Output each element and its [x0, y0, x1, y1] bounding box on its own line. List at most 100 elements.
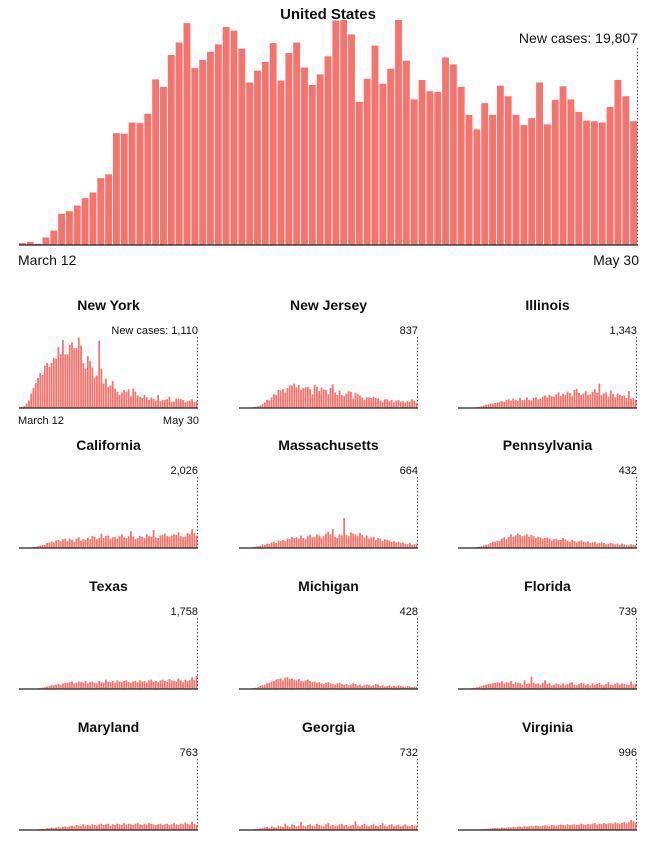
virginia-bar	[618, 823, 621, 830]
texas-bar	[148, 680, 150, 689]
massachusetts-bar	[322, 536, 325, 548]
florida-bar	[573, 684, 576, 689]
pennsylvania-bar	[598, 543, 601, 548]
illinois-bar	[535, 397, 537, 408]
florida-bar	[591, 683, 594, 689]
chart-illinois: Illinois 1,343	[458, 297, 637, 409]
illinois-bar	[580, 394, 583, 408]
michigan-bar	[354, 684, 357, 689]
virginia-bar	[605, 823, 608, 830]
florida-bar	[510, 680, 512, 689]
united-states-bar	[26, 241, 34, 246]
texas-bar	[120, 682, 123, 689]
new-york-bar	[102, 383, 105, 408]
california-bar	[120, 534, 123, 548]
maryland-bar	[102, 825, 105, 830]
united-states-bar	[19, 243, 26, 246]
michigan-bar	[415, 687, 418, 689]
california-bar	[173, 534, 175, 548]
maryland-bar	[66, 826, 69, 830]
michigan-bar	[331, 684, 334, 689]
united-states-bar	[34, 243, 42, 245]
new-jersey-bar	[361, 397, 364, 408]
massachusetts-bar	[329, 534, 332, 548]
illinois-bar	[487, 404, 490, 408]
georgia-bar	[374, 825, 377, 830]
georgia-bar	[338, 824, 341, 830]
georgia-bar	[300, 821, 302, 830]
pennsylvania-bar	[596, 543, 598, 548]
massachusetts-bar	[272, 541, 275, 548]
new-jersey-bar	[372, 396, 375, 408]
new-york-bar	[130, 396, 132, 408]
massachusetts-bar	[350, 532, 352, 548]
pennsylvania-bar	[603, 543, 605, 548]
massachusetts-bar	[336, 538, 339, 548]
united-states-bar	[113, 133, 120, 246]
new-york-bar	[191, 399, 193, 408]
virginia-bar	[512, 826, 515, 830]
georgia-bar	[379, 825, 382, 830]
florida-bar	[496, 682, 499, 689]
georgia-bar	[279, 826, 282, 830]
michigan-bar	[352, 683, 355, 689]
new-jersey-bar	[272, 394, 275, 408]
united-states-bar	[590, 121, 598, 245]
new-york-bar	[175, 398, 178, 408]
florida-bar	[553, 684, 555, 689]
virginia-bar	[505, 827, 508, 830]
massachusetts-bar	[316, 534, 318, 548]
new-jersey-bar	[254, 406, 257, 408]
illinois-bar	[621, 396, 623, 408]
united-states-bar	[199, 60, 207, 245]
texas-bar	[127, 682, 130, 689]
california-bar	[50, 541, 53, 548]
georgia-bar	[275, 827, 278, 830]
united-states-bar	[120, 133, 128, 245]
illinois-bar	[566, 391, 569, 408]
florida-bar	[485, 684, 487, 689]
michigan-bar	[350, 684, 352, 689]
pennsylvania-bar	[505, 539, 508, 548]
united-states-bar	[418, 80, 426, 245]
massachusetts-bar	[356, 536, 359, 548]
texas-bar	[116, 680, 119, 689]
maryland-bar	[164, 824, 166, 830]
massachusetts-bar	[413, 544, 416, 548]
chart-new-york: New York New cases: 1,110 March 12 May 30	[18, 297, 199, 427]
illinois-bar	[507, 399, 510, 408]
maryland-bar	[159, 823, 162, 830]
florida-bar	[539, 684, 542, 689]
texas-bar	[193, 679, 196, 689]
georgia-bar	[318, 825, 321, 830]
united-states-bar	[442, 57, 449, 245]
new-jersey-bar	[413, 400, 416, 408]
california-bar	[39, 545, 42, 548]
california-bar	[182, 537, 184, 548]
texas-bar	[62, 683, 64, 689]
maryland-bar	[123, 823, 125, 830]
new-jersey-bar	[304, 387, 307, 408]
new-york-bar	[145, 397, 148, 408]
michigan-bar	[390, 686, 393, 689]
georgia-bar	[370, 825, 373, 830]
massachusetts-bar	[259, 545, 262, 548]
united-states-bar	[97, 178, 105, 246]
massachusetts-bar	[388, 540, 391, 548]
new-york-bar	[132, 388, 135, 408]
illinois-bar	[618, 394, 621, 408]
florida-bar	[476, 687, 478, 689]
michigan-bar	[309, 680, 312, 689]
georgia-bar	[381, 823, 384, 830]
united-states-bar	[402, 60, 410, 246]
california-bar	[136, 538, 139, 548]
chart-michigan: Michigan 428	[239, 578, 418, 690]
georgia-bar	[399, 826, 402, 830]
united-states-bar	[81, 198, 89, 246]
pennsylvania-bar	[510, 534, 512, 548]
michigan-bar	[388, 685, 391, 689]
massachusetts-bar	[379, 538, 382, 548]
georgia-bar	[261, 828, 264, 830]
new-york-bar	[66, 354, 69, 408]
massachusetts-bar	[399, 543, 402, 548]
